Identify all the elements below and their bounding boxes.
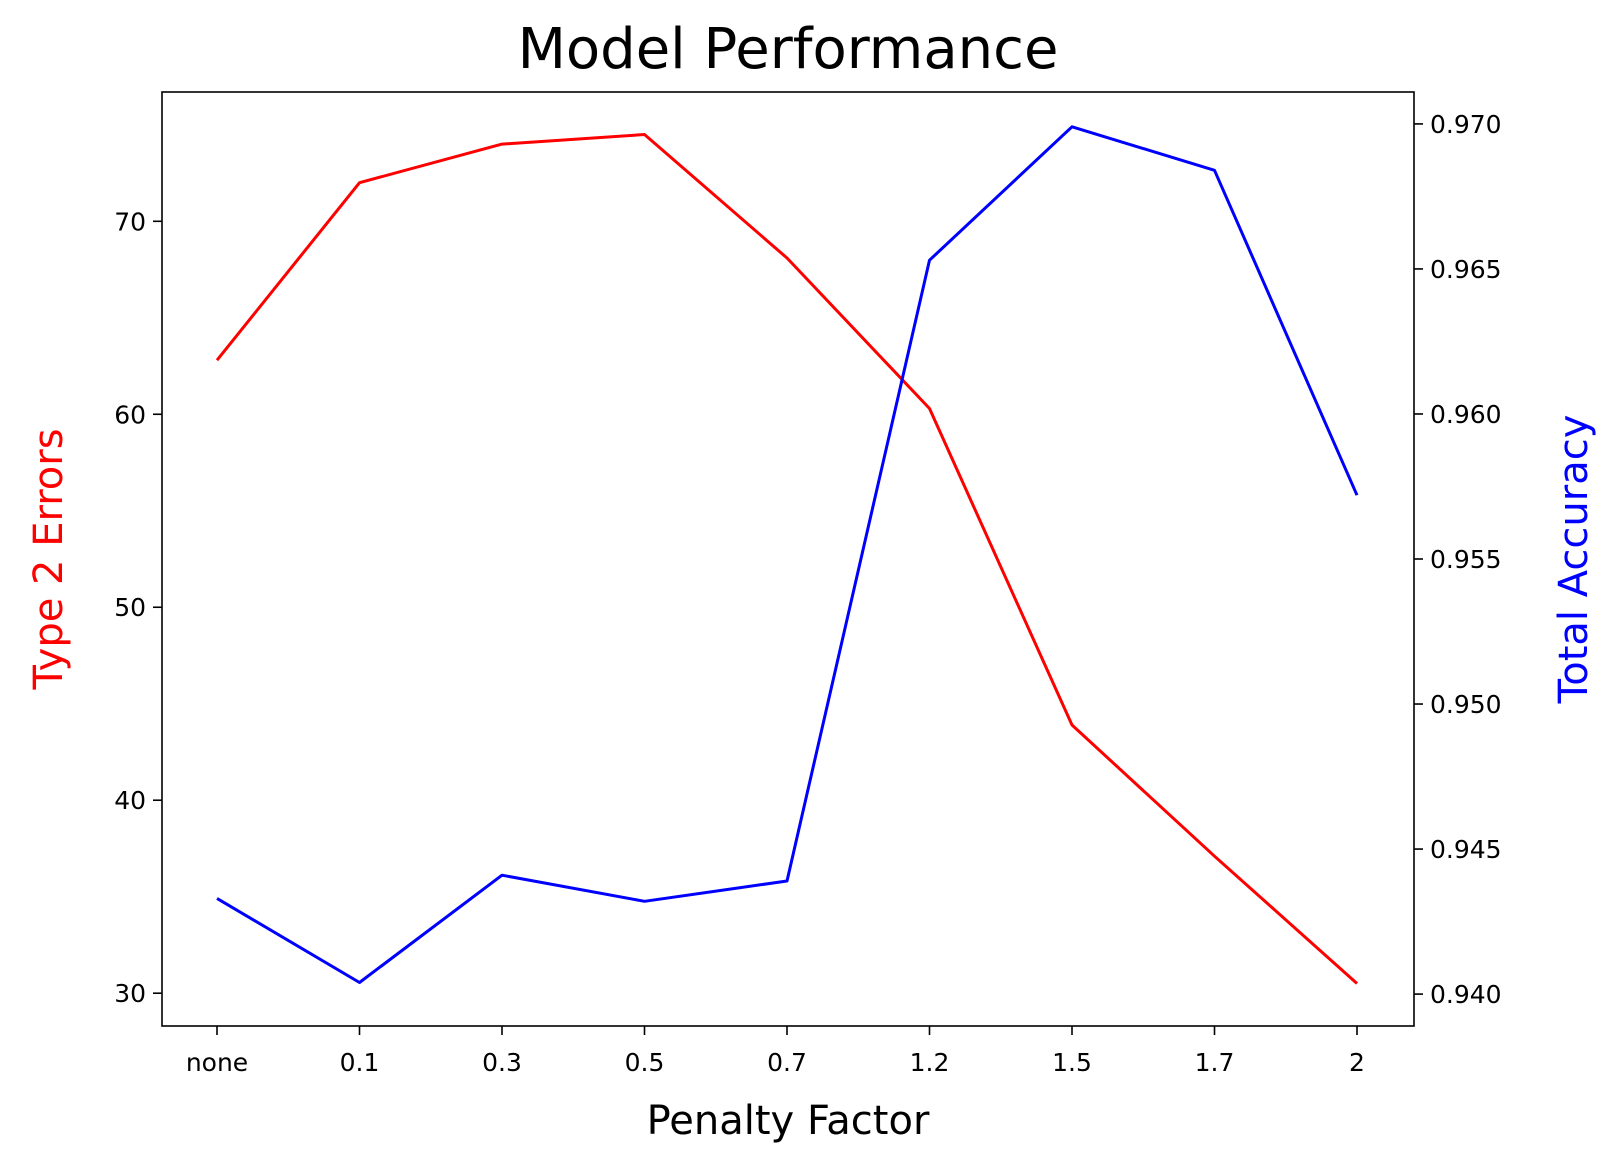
total-accuracy-series-line bbox=[216, 125, 1359, 984]
left-y-tick-label: 70 bbox=[114, 207, 146, 236]
left-y-axis-ticks: 30 40 50 60 70 bbox=[114, 207, 162, 1008]
type-2-errors-series-line bbox=[215, 133, 1358, 985]
plot-area-frame bbox=[161, 91, 1415, 1027]
left-y-tick-label: 30 bbox=[114, 979, 146, 1008]
right-y-axis-title: Total Accuracy bbox=[1551, 415, 1597, 705]
right-y-tick-label: 0.940 bbox=[1430, 980, 1502, 1009]
x-tick-label: 1.2 bbox=[910, 1048, 950, 1077]
left-y-tick-label: 40 bbox=[114, 786, 146, 815]
right-y-tick-label: 0.970 bbox=[1430, 110, 1502, 139]
right-y-tick-label: 0.960 bbox=[1430, 400, 1502, 429]
right-y-tick-label: 0.950 bbox=[1430, 690, 1502, 719]
left-y-axis-title: Type 2 Errors bbox=[26, 428, 72, 690]
chart-title: Model Performance bbox=[518, 17, 1059, 82]
x-tick-label: 2 bbox=[1349, 1048, 1365, 1077]
left-y-tick-label: 60 bbox=[114, 400, 146, 429]
x-axis-title: Penalty Factor bbox=[647, 1098, 930, 1144]
x-tick-label: 1.5 bbox=[1052, 1048, 1092, 1077]
x-tick-label: 0.3 bbox=[482, 1048, 522, 1077]
x-axis-ticks: none 0.1 0.3 0.5 0.7 1.2 1.5 1.7 2 bbox=[186, 1026, 1365, 1077]
x-tick-label: none bbox=[186, 1048, 248, 1077]
right-y-axis-ticks: 0.940 0.945 0.950 0.955 0.960 0.965 0.970 bbox=[1414, 110, 1502, 1009]
right-y-tick-label: 0.955 bbox=[1430, 545, 1502, 574]
left-y-tick-label: 50 bbox=[114, 593, 146, 622]
x-tick-label: 0.7 bbox=[767, 1048, 807, 1077]
right-y-tick-label: 0.945 bbox=[1430, 835, 1502, 864]
right-y-tick-label: 0.965 bbox=[1430, 255, 1502, 284]
x-tick-label: 0.5 bbox=[625, 1048, 665, 1077]
series-lines bbox=[215, 125, 1359, 985]
x-tick-label: 0.1 bbox=[340, 1048, 380, 1077]
x-tick-label: 1.7 bbox=[1195, 1048, 1235, 1077]
